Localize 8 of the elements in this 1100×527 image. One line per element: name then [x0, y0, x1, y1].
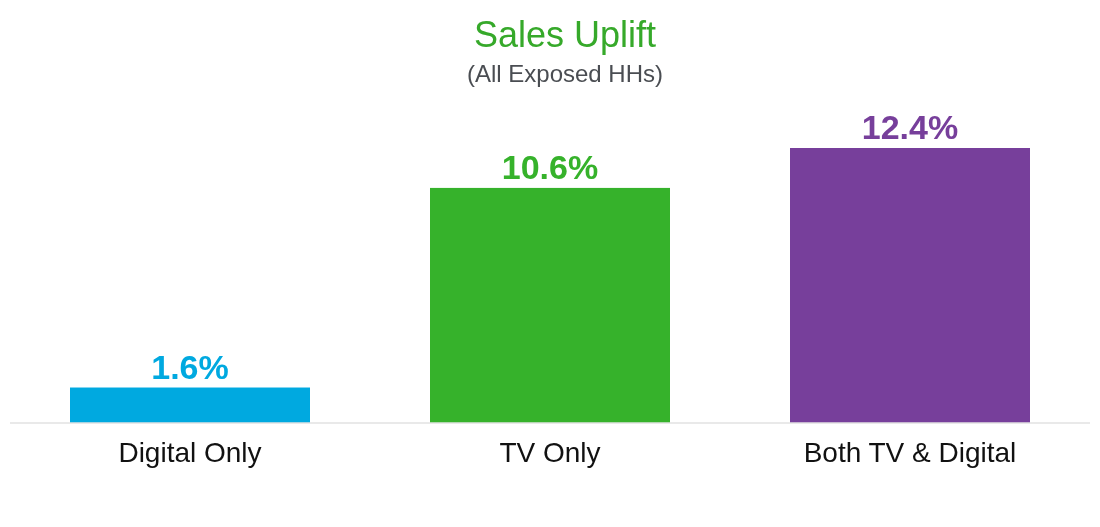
- data-label: 1.6%: [151, 347, 229, 386]
- x-tick-label: TV Only: [499, 437, 601, 468]
- data-label: 12.4%: [861, 108, 959, 146]
- chart-subtitle: (All Exposed HHs): [466, 60, 664, 87]
- data-label: 10.6%: [501, 147, 599, 186]
- chart-title: Sales Uplift: [473, 14, 657, 55]
- x-tick-label: Both TV & Digital: [803, 437, 1017, 468]
- x-tick-label: Digital Only: [118, 437, 262, 468]
